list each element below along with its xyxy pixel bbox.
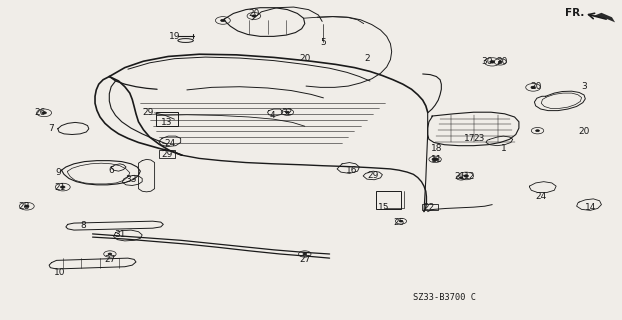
Text: 9: 9 [55,168,61,177]
Text: 20: 20 [496,57,508,66]
Text: 17: 17 [464,134,476,143]
Text: 14: 14 [585,203,596,212]
Text: 27: 27 [104,255,116,264]
Circle shape [108,253,112,255]
Text: 5: 5 [320,38,327,47]
Text: 33: 33 [125,175,137,184]
Text: 21: 21 [55,183,66,192]
Circle shape [490,60,494,63]
Polygon shape [593,13,615,22]
Text: 8: 8 [80,221,86,230]
Text: 7: 7 [49,124,55,132]
Text: 29: 29 [368,171,379,180]
Text: 31: 31 [114,230,126,239]
Text: 16: 16 [346,166,357,175]
Text: 20: 20 [530,82,541,91]
Bar [422,204,438,210]
Text: 12: 12 [464,172,476,181]
Bar [156,112,178,126]
Circle shape [252,15,256,17]
Text: 24: 24 [164,139,175,148]
Text: 15: 15 [378,203,389,212]
Bar [159,150,175,158]
Circle shape [221,19,225,21]
Text: 20: 20 [299,54,310,63]
Circle shape [24,205,29,207]
Circle shape [42,112,47,114]
Text: 23: 23 [473,134,485,143]
Text: 18: 18 [431,144,443,153]
Circle shape [498,61,502,63]
Text: 19: 19 [169,32,180,41]
Text: 6: 6 [108,166,114,175]
Text: 21: 21 [454,172,466,181]
Text: 24: 24 [535,192,546,201]
Text: 26: 26 [35,108,46,117]
Circle shape [432,158,439,161]
Circle shape [460,177,463,178]
Circle shape [399,220,402,222]
Text: 3: 3 [581,82,587,91]
Circle shape [285,111,289,113]
Text: 11: 11 [431,155,443,164]
Circle shape [303,253,307,255]
Text: 29: 29 [161,150,173,159]
Text: 32: 32 [282,108,293,117]
Text: 22: 22 [424,203,435,212]
Text: 27: 27 [299,255,310,264]
Text: 10: 10 [54,268,65,277]
Circle shape [464,175,468,177]
Text: 2: 2 [364,53,369,62]
Text: 13: 13 [161,118,173,127]
Text: 1: 1 [501,144,506,153]
Circle shape [536,130,539,132]
Text: 20: 20 [578,127,590,136]
Bar [376,191,401,209]
Text: 20: 20 [248,9,259,18]
Text: 29: 29 [142,108,154,117]
Text: FR.: FR. [565,8,584,18]
Text: 30: 30 [481,57,493,66]
Circle shape [531,86,536,89]
Text: SZ33-B3700 C: SZ33-B3700 C [413,293,476,302]
Text: 28: 28 [19,202,30,211]
Circle shape [60,186,65,188]
Text: 4: 4 [270,111,276,120]
Text: 25: 25 [394,218,405,227]
